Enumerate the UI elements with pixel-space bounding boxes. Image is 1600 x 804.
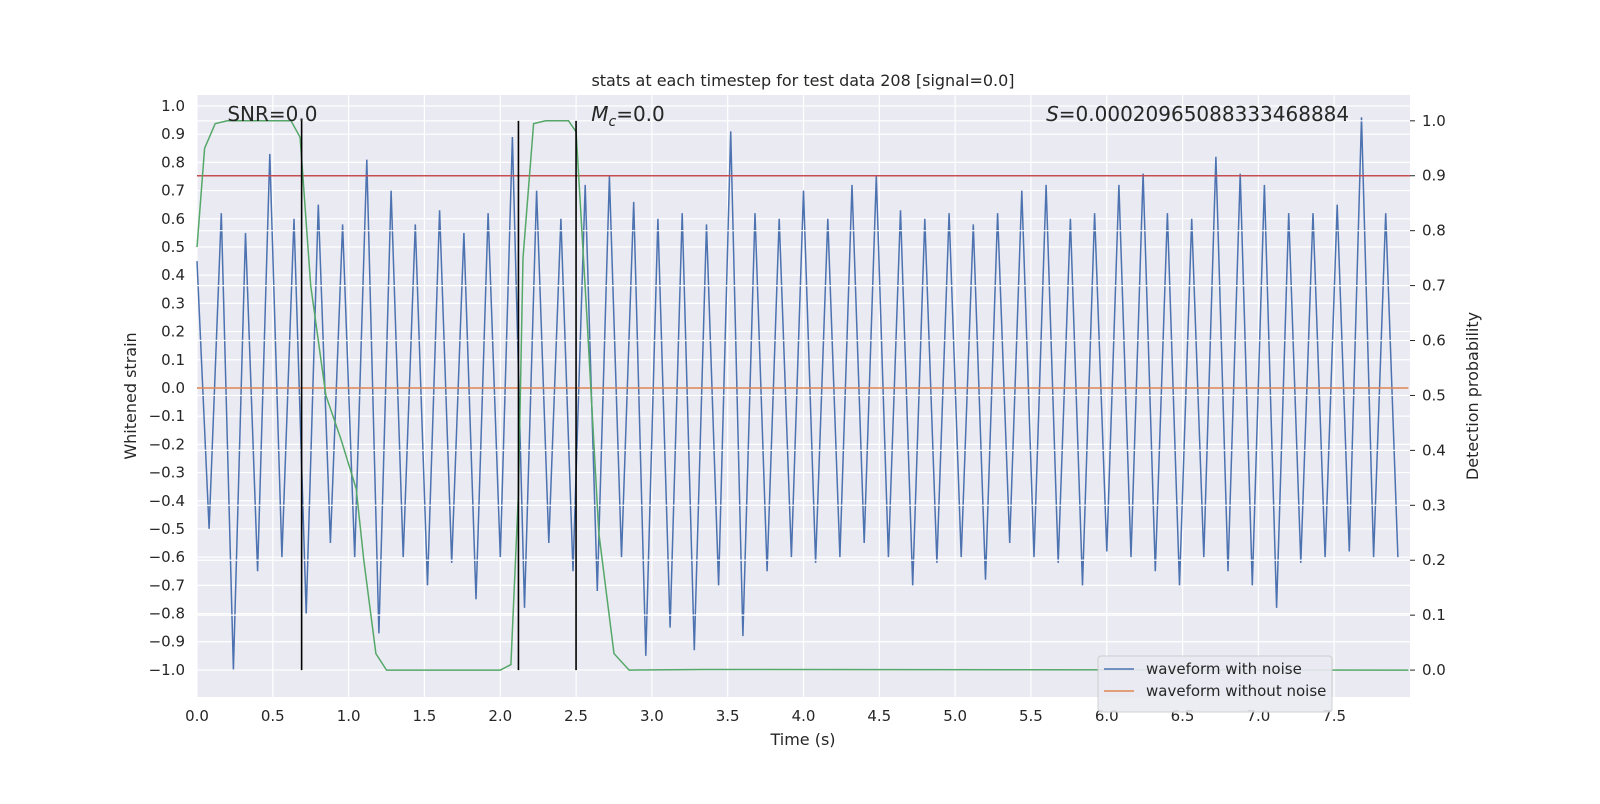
x-tick-label: 0.5 <box>261 707 285 725</box>
y-tick-label: 0.5 <box>161 238 185 256</box>
y2-tick-label: 0.1 <box>1422 606 1446 624</box>
annotation: SNR=0.0 <box>227 102 317 126</box>
annotation-symbol: M <box>591 102 608 126</box>
annotation-subscript: c <box>608 114 616 130</box>
x-tick-label: 4.0 <box>792 707 816 725</box>
y-tick-label: −0.7 <box>149 576 185 594</box>
y2-tick-label: 1.0 <box>1422 112 1446 130</box>
x-tick-label: 2.0 <box>488 707 512 725</box>
legend-box <box>1097 655 1333 713</box>
y2-tick-label: 0.9 <box>1422 167 1446 185</box>
y-tick-label: 0.1 <box>161 351 185 369</box>
y-tick-label: −0.1 <box>149 407 185 425</box>
y-tick-label: 0.3 <box>161 294 185 312</box>
x-tick-label: 1.0 <box>337 707 361 725</box>
legend-label: waveform with noise <box>1146 660 1302 678</box>
y-tick-label: −0.2 <box>149 435 185 453</box>
x-tick-label: 5.5 <box>1019 707 1043 725</box>
annotation: S=0.00020965088333468884 <box>1046 102 1349 126</box>
x-tick-label: 1.5 <box>413 707 437 725</box>
y-axis-label: Whitened strain <box>121 332 140 459</box>
x-tick-label: 5.0 <box>943 707 967 725</box>
y-tick-label: 0.7 <box>161 182 185 200</box>
y2-tick-label: 0.6 <box>1422 332 1446 350</box>
y-tick-label: −0.5 <box>149 520 185 538</box>
annotation-text: =0.00020965088333468884 <box>1059 102 1349 126</box>
annotation-text: SNR=0.0 <box>227 102 317 126</box>
y-tick-label: 0.0 <box>161 379 185 397</box>
y-tick-label: −0.3 <box>149 464 185 482</box>
annotation-text: =0.0 <box>616 102 665 126</box>
y-tick-label: −0.8 <box>149 605 185 623</box>
annotation-symbol: S <box>1046 102 1059 126</box>
y2-tick-label: 0.5 <box>1422 386 1446 404</box>
x-tick-label: 2.5 <box>564 707 588 725</box>
x-tick-label: 0.0 <box>185 707 209 725</box>
y-tick-label: −0.6 <box>149 548 185 566</box>
legend-label: waveform without noise <box>1146 682 1326 700</box>
x-axis-label: Time (s) <box>769 730 835 749</box>
y2-tick-label: 0.3 <box>1422 496 1446 514</box>
annotation: Mc=0.0 <box>591 102 665 130</box>
x-tick-label: 3.5 <box>716 707 740 725</box>
y-tick-label: 0.4 <box>161 266 185 284</box>
y-tick-label: −0.4 <box>149 492 185 510</box>
y-tick-label: −0.9 <box>149 633 185 651</box>
y2-tick-label: 0.4 <box>1422 441 1446 459</box>
y-tick-label: 0.6 <box>161 210 185 228</box>
y2-tick-label: 0.8 <box>1422 222 1446 240</box>
y2-axis-label: Detection probability <box>1463 312 1482 480</box>
y-tick-label: 0.9 <box>161 125 185 143</box>
y2-tick-label: 0.0 <box>1422 661 1446 679</box>
chart-title: stats at each timestep for test data 208… <box>591 71 1014 90</box>
y-tick-label: −1.0 <box>149 661 185 679</box>
series-line <box>196 120 1409 671</box>
x-tick-label: 4.5 <box>867 707 891 725</box>
y2-tick-label: 0.7 <box>1422 277 1446 295</box>
y-tick-label: 0.8 <box>161 153 185 171</box>
y-tick-label: 1.0 <box>161 97 185 115</box>
y-tick-label: 0.2 <box>161 323 185 341</box>
y2-tick-label: 0.2 <box>1422 551 1446 569</box>
x-tick-label: 3.0 <box>640 707 664 725</box>
